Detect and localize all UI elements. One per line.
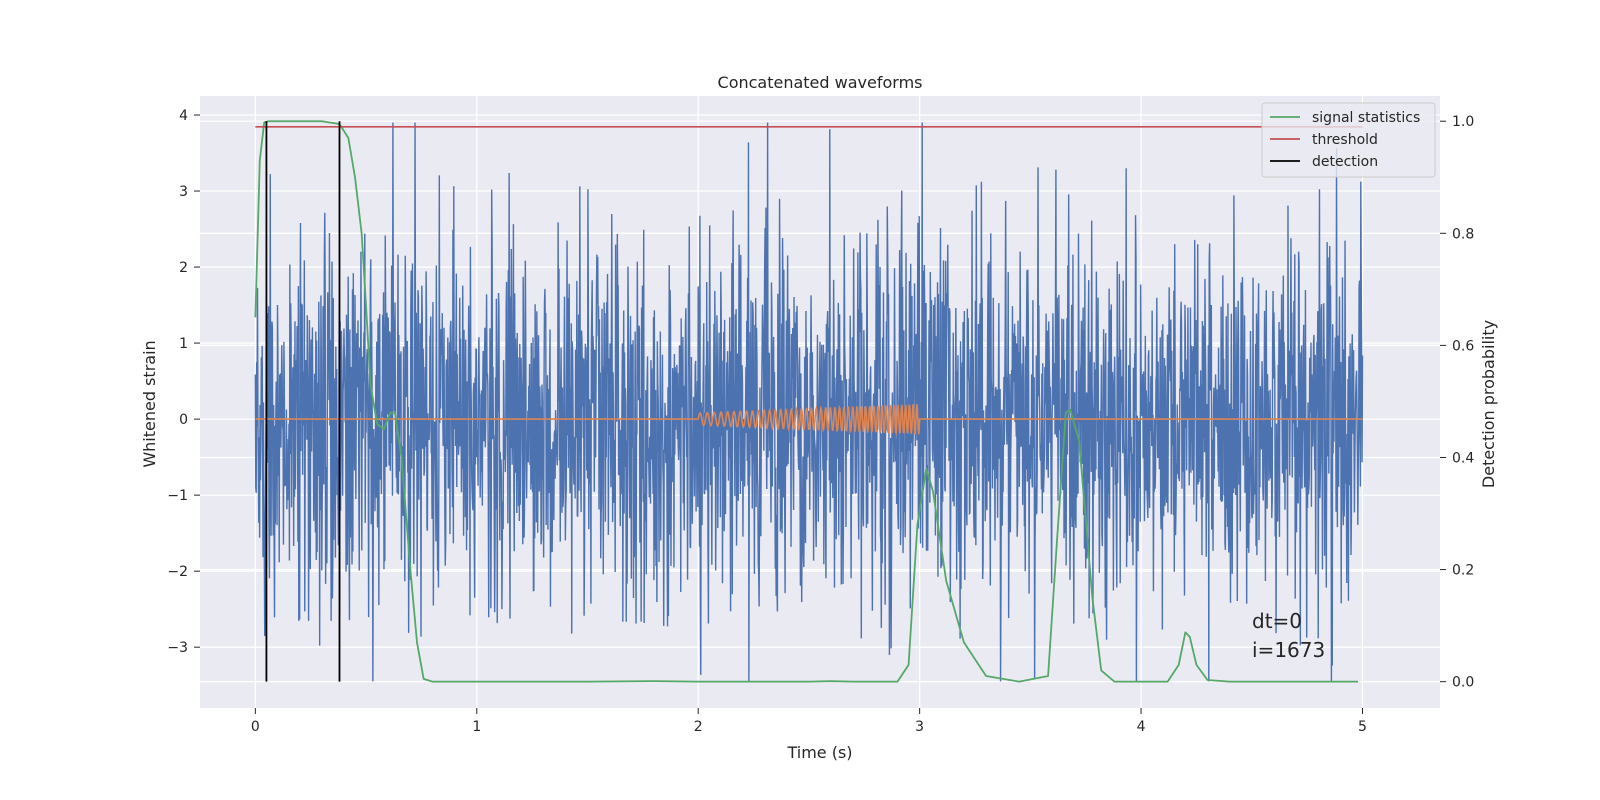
series-layer (254, 120, 1364, 683)
x-tick-label: 4 (1137, 719, 1146, 735)
x-tick-label: 3 (915, 719, 924, 735)
y2-tick-label: 0.8 (1452, 226, 1474, 242)
y-axis-label: Whitened strain (140, 340, 159, 467)
y-tick-label: 2 (179, 260, 188, 276)
y2-tick-label: 1.0 (1452, 114, 1474, 130)
legend-label-threshold: threshold (1312, 132, 1378, 148)
signal-template-line (255, 402, 1363, 436)
chart-legend: signal statistics threshold detection (1261, 102, 1436, 178)
y-tick-label: 4 (179, 108, 188, 124)
x-tick-label: 5 (1358, 719, 1367, 735)
y-tick-label: −2 (167, 564, 188, 580)
legend-label-signal-statistics: signal statistics (1312, 110, 1420, 126)
annotation-dt: dt=0 (1252, 609, 1302, 633)
x-tick-label: 0 (251, 719, 260, 735)
y2-tick-label: 0.6 (1452, 338, 1474, 354)
y-tick-label: −1 (167, 488, 188, 504)
x-tick-label: 1 (472, 719, 481, 735)
legend-frame (1261, 102, 1436, 178)
y-tick-label: −3 (167, 640, 188, 656)
y2-tick-label: 0.2 (1452, 563, 1474, 579)
x-tick-label: 2 (694, 719, 703, 735)
signal-statistics-line (254, 120, 1359, 683)
chart-title: Concatenated waveforms (718, 73, 923, 92)
y2-tick-label: 0.4 (1452, 450, 1474, 466)
y-tick-label: 3 (179, 184, 188, 200)
annotation-index: i=1673 (1252, 638, 1325, 662)
y-tick-label: 0 (179, 412, 188, 428)
tick-layer: 0 1 2 3 4 5 −3 −2 −1 0 1 2 3 4 0.0 0.2 0.4 0.6 0.8 1.0 (167, 108, 1474, 735)
legend-label-detection: detection (1312, 154, 1378, 170)
y-tick-label: 1 (179, 336, 188, 352)
y2-axis-label: Detection probability (1479, 320, 1498, 488)
y2-tick-label: 0.0 (1452, 675, 1474, 691)
x-axis-label: Time (s) (786, 743, 852, 762)
